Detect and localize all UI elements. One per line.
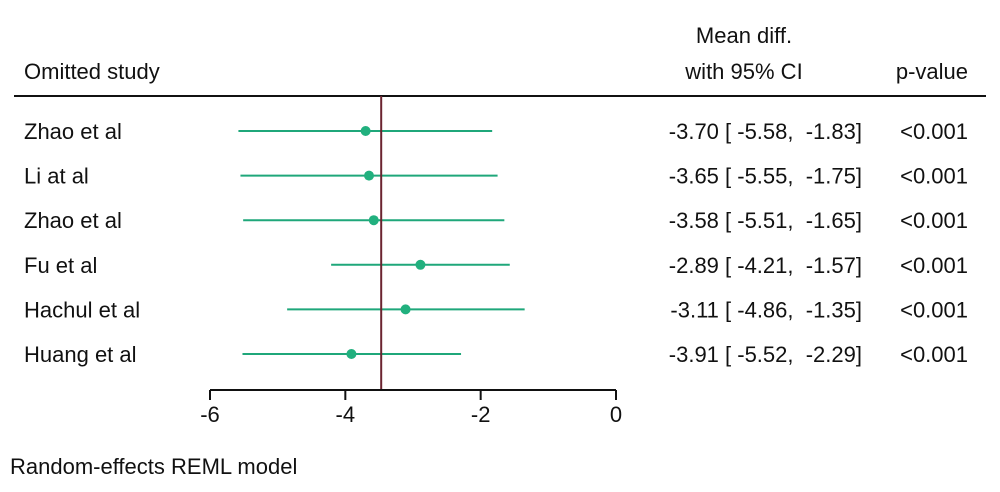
p-value: <0.001 (900, 297, 968, 322)
p-value: <0.001 (900, 164, 968, 189)
study-label: Huang et al (24, 342, 137, 367)
x-axis: -6 -4 -2 0 (200, 389, 622, 427)
point-estimate (360, 126, 371, 136)
ci-text: -3.11 [ -4.86, -1.35] (670, 297, 862, 322)
ci-text: -3.91 [ -5.52, -2.29] (669, 342, 862, 367)
x-tick-label: -2 (471, 402, 491, 427)
point-estimate (400, 304, 411, 315)
point-estimate (364, 170, 375, 181)
p-value: <0.001 (900, 253, 968, 278)
ci-text: -3.58 [ -5.51, -1.65] (669, 208, 862, 233)
header-estimate-line1: Mean diff. (696, 23, 792, 48)
ci-text: -3.65 [ -5.55, -1.75] (669, 164, 862, 189)
study-label: Fu et al (24, 253, 97, 278)
study-rows: Zhao et al -3.70 [ -5.58, -1.83] <0.001Li … (24, 96, 968, 390)
footnote: Random-effects REML model (10, 454, 297, 479)
point-estimate (346, 349, 357, 359)
x-tick-label: -4 (336, 402, 356, 427)
study-row: Zhao et al -3.58 [ -5.51, -1.65] <0.001 (24, 208, 968, 233)
p-value: <0.001 (900, 119, 968, 144)
ci-text: -3.70 [ -5.58, -1.83] (669, 119, 862, 144)
study-label: Hachul et al (24, 297, 140, 322)
study-row: Huang et al -3.91 [ -5.52, -2.29] <0.001 (24, 342, 968, 367)
point-estimate (415, 259, 426, 270)
ci-text: -2.89 [ -4.21, -1.57] (669, 253, 862, 278)
study-row: Fu et al -2.89 [ -4.21, -1.57] <0.001 (24, 253, 968, 278)
study-label: Zhao et al (24, 208, 122, 233)
study-label: Li at al (24, 164, 89, 189)
x-tick-label: 0 (610, 402, 622, 427)
point-estimate (368, 215, 379, 226)
p-value: <0.001 (900, 342, 968, 367)
study-row: Zhao et al -3.70 [ -5.58, -1.83] <0.001 (24, 119, 968, 144)
p-value: <0.001 (900, 208, 968, 233)
study-label: Zhao et al (24, 119, 122, 144)
header-study: Omitted study (24, 59, 160, 84)
study-row: Li at al -3.65 [ -5.55, -1.75] <0.001 (24, 164, 968, 189)
header-estimate-line2: with 95% CI (684, 59, 802, 84)
header-pvalue: p-value (896, 59, 968, 84)
x-tick-label: -6 (200, 402, 220, 427)
study-row: Hachul et al -3.11 [ -4.86, -1.35] <0.001 (24, 297, 968, 322)
